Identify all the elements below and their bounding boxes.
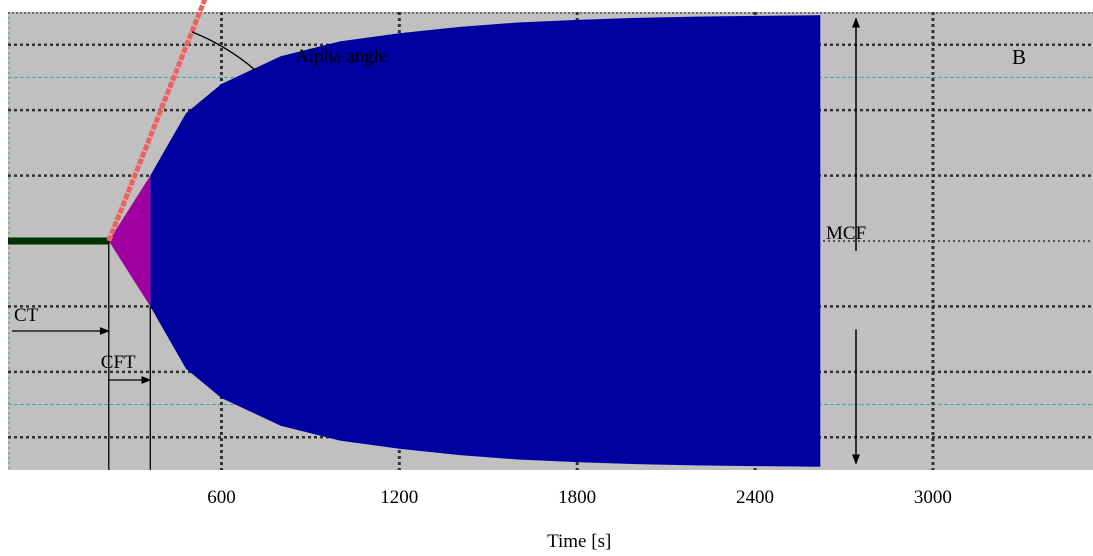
mcf-label: MCF	[826, 223, 866, 244]
alpha-angle-label: Alpha angle	[295, 46, 387, 67]
clot-firmness-trace	[150, 15, 821, 467]
x-tick-label: 1200	[380, 487, 418, 508]
x-tick-label: 600	[207, 487, 236, 508]
x-tick-labels: 600 1200 1800 2400 3000	[207, 487, 952, 508]
x-axis-label: Time [s]	[547, 531, 611, 552]
cft-label: CFT	[101, 352, 136, 373]
x-tick-label: 2400	[736, 487, 774, 508]
panel-label: B	[1012, 45, 1026, 69]
ct-label: CT	[14, 305, 39, 326]
alpha-angle-arc	[191, 31, 258, 73]
initial-clot-formation-area	[108, 175, 151, 307]
x-tick-label: 3000	[914, 487, 952, 508]
alpha-angle-line	[106, 0, 208, 242]
x-tick-label: 1800	[558, 487, 596, 508]
